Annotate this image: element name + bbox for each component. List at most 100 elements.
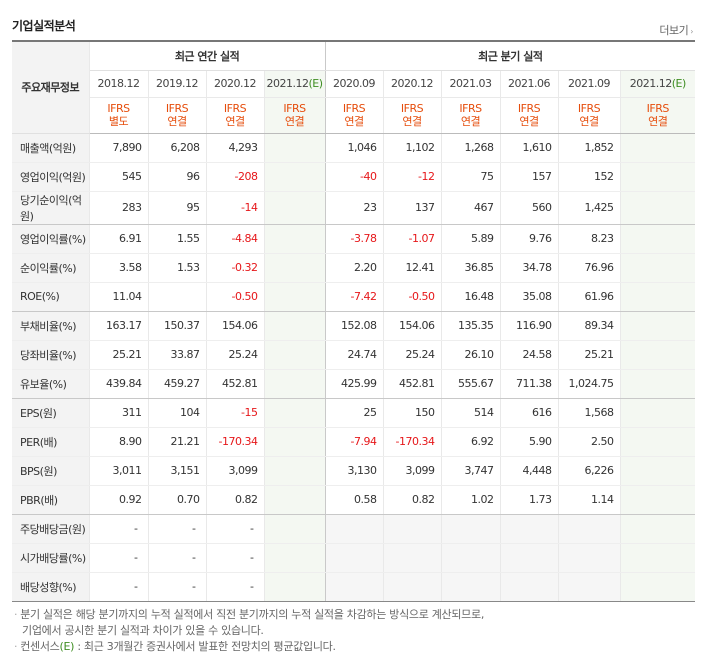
- value-cell: -1.07: [383, 224, 442, 254]
- value-cell: 25.21: [89, 340, 149, 370]
- row-label: 당좌비율(%): [12, 340, 90, 370]
- ifrs-header: IFRS 연결: [383, 97, 442, 134]
- value-cell: [620, 485, 696, 515]
- value-cell: -208: [206, 162, 265, 192]
- value-cell: [620, 311, 696, 341]
- value-cell: 25.24: [383, 340, 442, 370]
- value-cell: -40: [325, 162, 384, 192]
- period-label: 2020.09: [333, 77, 376, 90]
- value-cell: 116.90: [500, 311, 559, 341]
- value-cell: 439.84: [89, 369, 149, 399]
- value-cell: [620, 456, 696, 486]
- value-cell: 24.58: [500, 340, 559, 370]
- value-cell: 75: [441, 162, 501, 192]
- period-header: 2020.09: [325, 70, 384, 98]
- more-link[interactable]: 더보기 ›: [659, 22, 693, 38]
- ifrs-standard: IFRS: [342, 102, 366, 115]
- ifrs-header: IFRS 연결: [325, 97, 384, 134]
- value-cell: 33.87: [148, 340, 207, 370]
- period-label: 2021.06: [508, 77, 551, 90]
- row-label: 시가배당률(%): [12, 543, 90, 573]
- ifrs-scope: 연결: [284, 115, 305, 128]
- value-cell: 96: [148, 162, 207, 192]
- value-cell: [441, 572, 501, 602]
- period-header: 2021.06: [500, 70, 559, 98]
- value-cell: [558, 543, 621, 573]
- value-cell: 1.55: [148, 224, 207, 254]
- value-cell: [264, 456, 326, 486]
- value-cell: [620, 282, 696, 312]
- value-cell: 89.34: [558, 311, 621, 341]
- period-header: 2020.12: [383, 70, 442, 98]
- note-consensus: · 컨센서스(E) : 최근 3개월간 증권사에서 발표한 전망치의 평균값입니다…: [14, 640, 336, 653]
- value-cell: -4.84: [206, 224, 265, 254]
- value-cell: -170.34: [206, 427, 265, 457]
- value-cell: 26.10: [441, 340, 501, 370]
- value-cell: 61.96: [558, 282, 621, 312]
- value-cell: 1.14: [558, 485, 621, 515]
- value-cell: 3,099: [383, 456, 442, 486]
- value-cell: -3.78: [325, 224, 384, 254]
- value-cell: [264, 427, 326, 457]
- value-cell: 7,890: [89, 133, 149, 163]
- value-cell: [620, 427, 696, 457]
- note-quarterly: · 분기 실적은 해당 분기까지의 누적 실적에서 직전 분기까지의 누적 실적을…: [14, 608, 485, 621]
- value-cell: [264, 369, 326, 399]
- ifrs-header: IFRS 연결: [620, 97, 696, 134]
- value-cell: 8.90: [89, 427, 149, 457]
- value-cell: 616: [500, 398, 559, 428]
- value-cell: 555.67: [441, 369, 501, 399]
- period-header: 2018.12: [89, 70, 149, 98]
- value-cell: 2.20: [325, 253, 384, 283]
- ifrs-standard: IFRS: [517, 102, 541, 115]
- value-cell: [383, 572, 442, 602]
- row-label: 배당성향(%): [12, 572, 90, 602]
- value-cell: 152: [558, 162, 621, 192]
- value-cell: 0.58: [325, 485, 384, 515]
- value-cell: 9.76: [500, 224, 559, 254]
- value-cell: -12: [383, 162, 442, 192]
- value-cell: -: [89, 572, 149, 602]
- row-label: EPS(원): [12, 398, 90, 428]
- ifrs-header: IFRS 연결: [264, 97, 326, 134]
- period-label: 2020.12: [391, 77, 434, 90]
- value-cell: 4,293: [206, 133, 265, 163]
- table-row: 영업이익률(%) 6.91 1.55 -4.84 -3.78 -1.07 5.89 9.76 8…: [12, 224, 696, 254]
- value-cell: -: [206, 543, 265, 573]
- value-cell: 1,610: [500, 133, 559, 163]
- value-cell: -0.50: [206, 282, 265, 312]
- value-cell: [264, 162, 326, 192]
- ifrs-scope: 연결: [402, 115, 422, 128]
- value-cell: [264, 514, 326, 544]
- value-cell: [441, 543, 501, 573]
- value-cell: [500, 514, 559, 544]
- row-label: 영업이익(억원): [12, 162, 90, 192]
- value-cell: [500, 572, 559, 602]
- row-label: 당기순이익(억원): [12, 191, 90, 225]
- value-cell: -0.50: [383, 282, 442, 312]
- value-cell: 3,011: [89, 456, 149, 486]
- value-cell: -0.32: [206, 253, 265, 283]
- value-cell: 711.38: [500, 369, 559, 399]
- value-cell: -: [148, 572, 207, 602]
- value-cell: -: [206, 572, 265, 602]
- value-cell: [264, 543, 326, 573]
- ifrs-header: IFRS 연결: [441, 97, 501, 134]
- value-cell: [264, 398, 326, 428]
- row-label: PER(배): [12, 427, 90, 457]
- value-cell: [620, 543, 696, 573]
- value-cell: [264, 340, 326, 370]
- value-cell: [620, 340, 696, 370]
- value-cell: [620, 191, 696, 225]
- value-cell: 154.06: [206, 311, 265, 341]
- period-header: 2021.03: [441, 70, 501, 98]
- annual-group-header: 최근 연간 실적: [89, 41, 326, 71]
- value-cell: 425.99: [325, 369, 384, 399]
- value-cell: [558, 514, 621, 544]
- value-cell: 152.08: [325, 311, 384, 341]
- value-cell: 514: [441, 398, 501, 428]
- ifrs-scope: 연결: [519, 115, 539, 128]
- value-cell: 36.85: [441, 253, 501, 283]
- table-row: 시가배당률(%) - - -: [12, 543, 696, 573]
- value-cell: 12.41: [383, 253, 442, 283]
